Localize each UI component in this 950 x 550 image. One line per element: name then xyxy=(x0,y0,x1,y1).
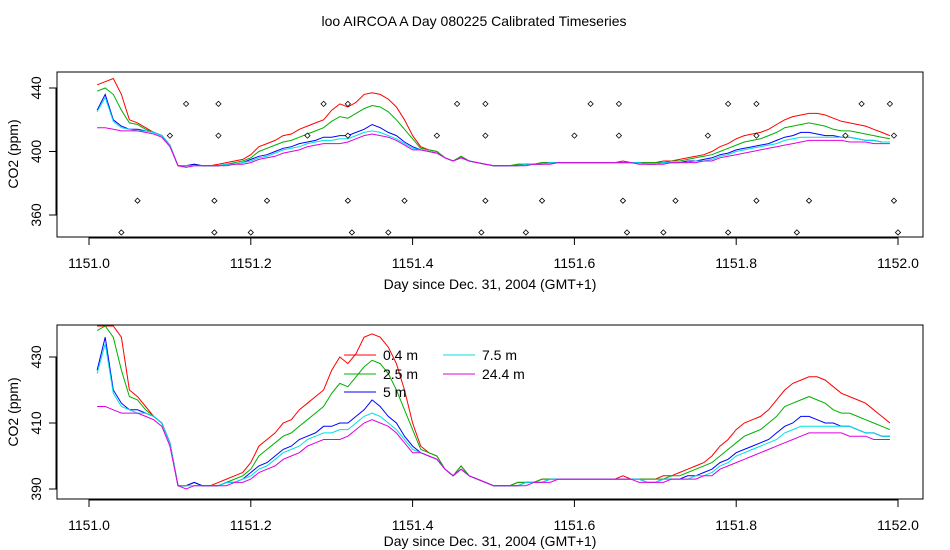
diamond-marker xyxy=(348,229,356,236)
series-group-top xyxy=(96,77,891,168)
diamond-marker xyxy=(134,197,141,204)
y-tick-label: 390 xyxy=(28,477,44,501)
diamond-marker xyxy=(344,100,352,108)
y-axis-bottom: 390 410 430 xyxy=(28,345,57,501)
chart-title: loo AIRCOA A Day 080225 Calibrated Times… xyxy=(321,13,626,29)
y-axis-label-top: CO2 (ppm) xyxy=(5,119,21,188)
marker-group-top xyxy=(118,100,902,236)
x-axis-bottom: 1151.0 1151.2 1151.4 1151.6 1151.8 1152.0 xyxy=(68,499,919,533)
diamond-marker xyxy=(805,197,813,204)
diamond-marker xyxy=(263,197,271,204)
series-line-2-5-m-m xyxy=(96,87,890,167)
y-tick-label: 410 xyxy=(28,411,44,435)
diamond-marker xyxy=(385,229,392,236)
diamond-marker xyxy=(211,229,218,236)
y-tick-label: 440 xyxy=(28,76,44,100)
series-group-bottom xyxy=(96,325,891,490)
series-line-24-4-m-m xyxy=(97,127,890,168)
diamond-marker xyxy=(587,100,594,108)
diamond-marker xyxy=(858,100,865,108)
diamond-marker xyxy=(886,100,894,108)
diamond-marker xyxy=(672,197,679,204)
legend-label: 24.4 m xyxy=(482,366,525,382)
diamond-marker xyxy=(894,229,902,236)
x-tick-label: 1151.4 xyxy=(392,517,434,533)
diamond-marker xyxy=(215,132,222,139)
x-tick-label: 1151.2 xyxy=(230,255,272,271)
diamond-marker xyxy=(433,132,441,139)
diamond-marker xyxy=(842,132,849,139)
diamond-marker xyxy=(344,132,352,139)
y-tick-label: 360 xyxy=(28,203,44,227)
diamond-marker xyxy=(401,197,408,204)
diamond-marker xyxy=(482,132,489,139)
plot-frame-top xyxy=(56,71,924,238)
x-tick-label: 1152.0 xyxy=(877,517,919,533)
diamond-marker xyxy=(704,132,712,139)
diamond-marker xyxy=(182,100,190,108)
diamond-marker xyxy=(619,197,627,204)
x-tick-label: 1151.6 xyxy=(554,255,596,271)
diamond-marker xyxy=(753,197,760,204)
x-tick-label: 1151.4 xyxy=(392,255,434,271)
diamond-marker xyxy=(344,197,352,204)
series-line-0-4-m-m xyxy=(96,77,891,167)
diamond-marker xyxy=(304,132,311,139)
diamond-marker xyxy=(482,100,489,108)
legend: 0.4 m 2.5 m 5 m 7.5 m 24.4 m xyxy=(344,347,525,400)
x-axis-top: 1151.0 1151.2 1151.4 1151.6 1151.8 1152.0 xyxy=(68,237,919,271)
top-panel: 1151.0 1151.2 1151.4 1151.6 1151.8 1152.0 360… xyxy=(5,71,924,292)
diamond-marker xyxy=(166,132,174,139)
diamond-marker xyxy=(522,229,530,236)
diamond-marker xyxy=(538,197,546,204)
x-tick-label: 1151.0 xyxy=(68,517,110,533)
diamond-marker xyxy=(753,132,760,139)
y-axis-label-bottom: CO2 (ppm) xyxy=(5,377,21,446)
diamond-marker xyxy=(482,197,489,204)
legend-label: 0.4 m xyxy=(383,347,418,363)
diamond-marker xyxy=(724,100,732,108)
diamond-marker xyxy=(615,132,623,139)
diamond-marker xyxy=(890,132,898,139)
diamond-marker xyxy=(724,229,732,236)
y-tick-label: 430 xyxy=(28,345,44,369)
diamond-marker xyxy=(793,229,801,236)
diamond-marker xyxy=(211,197,218,204)
diamond-marker xyxy=(571,132,578,139)
plot-frame-bottom xyxy=(56,324,924,500)
bottom-panel: 1151.0 1151.2 1151.4 1151.6 1151.8 1152.0 390… xyxy=(5,324,924,549)
x-tick-label: 1151.6 xyxy=(554,517,596,533)
series-line-7-5-m-m xyxy=(96,96,890,167)
diamond-marker xyxy=(615,100,623,108)
legend-label: 5 m xyxy=(383,384,406,400)
x-tick-label: 1152.0 xyxy=(877,255,919,271)
diamond-marker xyxy=(320,100,327,108)
diamond-marker xyxy=(215,100,222,108)
diamond-marker xyxy=(478,229,485,236)
diamond-marker xyxy=(247,229,254,236)
x-tick-label: 1151.8 xyxy=(715,517,757,533)
legend-label: 2.5 m xyxy=(383,366,418,382)
diamond-marker xyxy=(753,100,760,108)
series-line-24-4-m-m xyxy=(97,406,890,490)
x-tick-label: 1151.0 xyxy=(68,255,110,271)
y-axis-top: 360 400 440 xyxy=(28,76,57,227)
x-tick-label: 1151.2 xyxy=(230,517,272,533)
diamond-marker xyxy=(660,229,667,236)
diamond-marker xyxy=(118,229,125,236)
x-axis-label-top: Day since Dec. 31, 2004 (GMT+1) xyxy=(384,276,597,292)
series-line-5-m-m xyxy=(96,93,890,167)
legend-label: 7.5 m xyxy=(482,347,517,363)
y-tick-label: 400 xyxy=(28,140,44,164)
x-tick-label: 1151.8 xyxy=(715,255,757,271)
diamond-marker xyxy=(890,197,898,204)
diamond-marker xyxy=(623,229,631,236)
x-axis-label-bottom: Day since Dec. 31, 2004 (GMT+1) xyxy=(384,533,597,549)
diamond-marker xyxy=(453,100,461,108)
